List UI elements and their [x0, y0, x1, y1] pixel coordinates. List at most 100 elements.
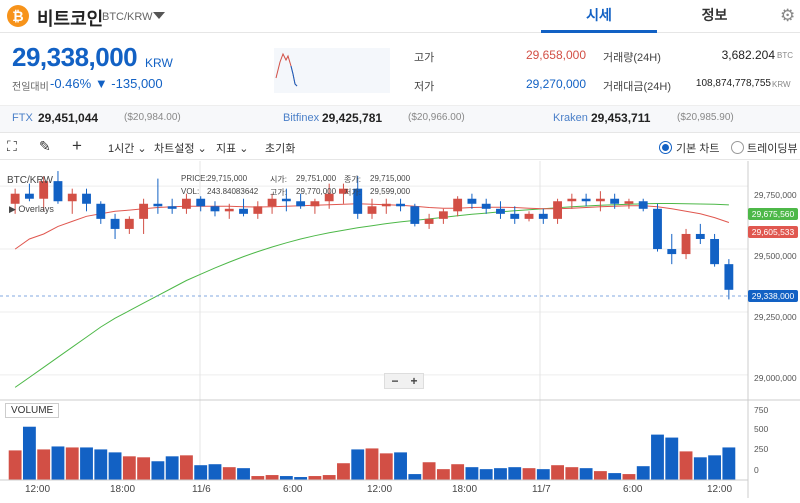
ohlc-vol-label: VOL:	[181, 187, 200, 196]
candle-body	[667, 249, 677, 255]
indicators-label: 지표	[216, 143, 237, 155]
candle-body	[267, 198, 277, 207]
candle-body	[710, 238, 720, 265]
exchange-price-ftx: 29,451,044	[38, 111, 99, 125]
volume-bar	[337, 463, 350, 480]
basic-chart-label[interactable]: 기본 차트	[676, 143, 720, 155]
turnover-24h-label: 거래대금(24H)	[603, 81, 671, 93]
ma-long-line	[14, 203, 729, 388]
pencil-icon[interactable]: ✎	[39, 138, 51, 154]
candle-body	[82, 193, 91, 204]
volume-bar	[693, 457, 707, 480]
x-tick-label: 12:00	[707, 484, 733, 495]
chart-settings-menu[interactable]: 차트설정 ⌄	[154, 143, 207, 155]
tab-sise[interactable]: 시세	[541, 0, 657, 33]
y-tick-label: 29,000,000	[754, 373, 797, 383]
volume-bar	[708, 455, 722, 480]
interval-select[interactable]: 1시간 ⌄	[108, 143, 147, 155]
high-value: 29,658,000	[525, 48, 586, 62]
volume-bar	[394, 452, 407, 480]
exchange-usd-ftx: ($20,984.00)	[124, 112, 181, 123]
volume-bar	[465, 467, 479, 480]
volume-bar	[222, 467, 236, 480]
ohlc-price-label: PRICE:	[181, 174, 208, 183]
interval-label: 1시간	[108, 143, 135, 155]
candle-body	[24, 193, 34, 199]
volume-bar	[165, 456, 179, 480]
exchange-name-bitfinex: Bitfinex	[283, 112, 320, 124]
volume-24h-label: 거래량(24H)	[603, 52, 661, 64]
low-label: 저가	[414, 81, 435, 93]
x-tick-label: 12:00	[25, 484, 51, 495]
candle-body	[39, 181, 49, 199]
x-tick-label: 12:00	[367, 484, 393, 495]
prev-day-label: 전일대비	[12, 82, 49, 93]
volume-bar	[665, 437, 679, 480]
indicators-menu[interactable]: 지표 ⌄	[216, 143, 249, 155]
volume-bar	[122, 456, 136, 480]
volume-bar	[265, 475, 279, 480]
turnover-24h-unit: KRW	[772, 80, 791, 89]
vol-tick-label: 0	[754, 465, 759, 475]
volume-bar	[722, 447, 736, 480]
fullscreen-icon[interactable]: ⛶	[7, 138, 17, 154]
candle-body	[353, 188, 363, 214]
candle-body	[595, 198, 605, 202]
candle-body	[210, 206, 220, 212]
change-amount: ▼ -135,000	[94, 76, 163, 91]
bitcoin-logo-icon: ₿	[7, 5, 29, 27]
gear-icon[interactable]: ⚙	[780, 6, 796, 25]
zoom-in-button[interactable]: +	[410, 374, 418, 388]
exchange-bar	[0, 105, 800, 133]
change-values: -0.46% ▼ -135,000	[50, 76, 163, 91]
candle-body	[324, 193, 334, 202]
reset-button[interactable]: 초기화	[265, 143, 296, 155]
volume-bar	[8, 450, 22, 480]
exchange-usd-bitfinex: ($20,966.00)	[408, 112, 465, 123]
candle-body	[224, 208, 234, 212]
tab-info[interactable]: 정보	[701, 7, 728, 23]
exchange-price-kraken: 29,453,711	[591, 111, 651, 125]
candle-body	[367, 206, 377, 214]
x-tick-label: 18:00	[110, 484, 136, 495]
price-chart[interactable]	[0, 161, 800, 498]
zoom-out-button[interactable]: −	[391, 374, 399, 388]
volume-bar	[622, 474, 636, 480]
coin-name: 비트코인	[37, 9, 104, 29]
basic-chart-radio[interactable]	[659, 141, 672, 154]
candle-body	[239, 208, 248, 214]
candle-body	[110, 218, 120, 229]
volume-bar	[94, 449, 108, 480]
candle-body	[53, 181, 63, 202]
volume-bar	[108, 452, 122, 480]
crosshair-icon[interactable]: +	[72, 136, 82, 155]
current-price-tag: 29,338,000	[748, 290, 798, 302]
candlestick-chart-svg[interactable]	[0, 161, 800, 498]
candle-body	[410, 206, 420, 224]
tradingview-label[interactable]: 트레이딩뷰	[747, 143, 798, 155]
y-tick-label: 29,750,000	[754, 190, 797, 200]
overlays-label: Overlays	[18, 204, 54, 214]
volume-bar	[422, 462, 436, 480]
candle-body	[524, 213, 534, 219]
chart-grid	[0, 161, 748, 480]
overlays-toggle[interactable]: ▶ Overlays	[9, 204, 54, 214]
y-tick-label: 29,500,000	[754, 251, 797, 261]
volume-bar	[379, 453, 393, 480]
current-price: 29,338,000	[12, 42, 138, 72]
chevron-down-icon[interactable]	[153, 12, 165, 19]
candle-body	[167, 206, 177, 209]
volume-bar	[308, 476, 322, 480]
volume-bar	[22, 426, 36, 480]
volume-bar	[80, 447, 93, 480]
volume-bar	[579, 468, 593, 480]
ma-long-tag: 29,675,560	[748, 208, 798, 220]
volume-bar	[679, 451, 693, 480]
tradingview-radio[interactable]	[731, 141, 744, 154]
candle-body	[296, 201, 306, 207]
volume-bar	[65, 447, 79, 480]
candle-body	[438, 211, 448, 219]
volume-bar	[565, 467, 579, 480]
candle-body	[153, 203, 163, 207]
mini-chart	[274, 48, 390, 93]
